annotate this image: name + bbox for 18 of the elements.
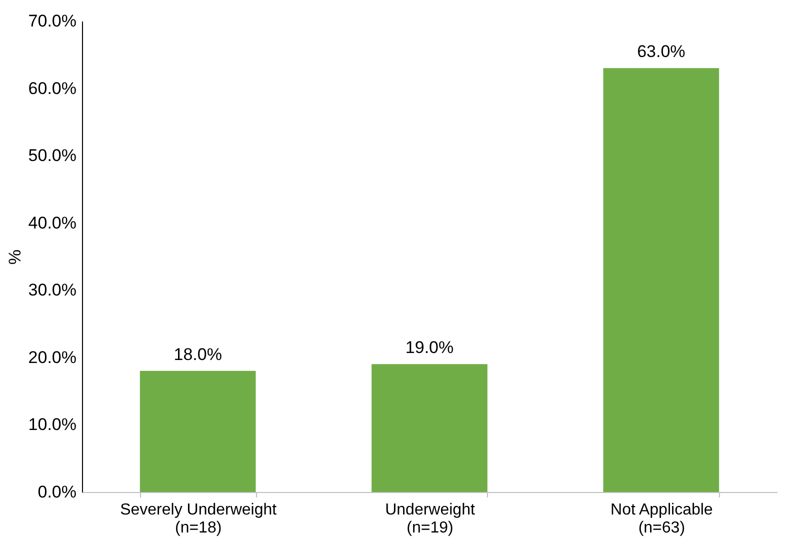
data-label: 63.0% [637,42,686,62]
bar [603,68,720,492]
x-tick-label: Not Applicable (n=63) [610,502,713,536]
y-tick-label: 40.0% [28,213,76,232]
bar [140,370,256,492]
bar [372,364,488,492]
y-tick-label: 30.0% [28,280,76,300]
y-tick-label: 60.0% [28,78,76,98]
y-tick-label: 50.0% [28,146,76,166]
x-tick-label: Severely Underweight (n=18) [120,502,278,536]
y-tick-label: 20.0% [28,348,76,367]
data-label: 18.0% [174,344,222,364]
y-tick-label: 70.0% [28,12,76,30]
x-tick-label: Underweight (n=19) [385,502,476,536]
y-tick-label: 0.0% [38,482,76,502]
data-label: 19.0% [405,338,454,358]
y-tick-label: 10.0% [28,415,76,434]
y-axis-title: % [5,249,24,265]
